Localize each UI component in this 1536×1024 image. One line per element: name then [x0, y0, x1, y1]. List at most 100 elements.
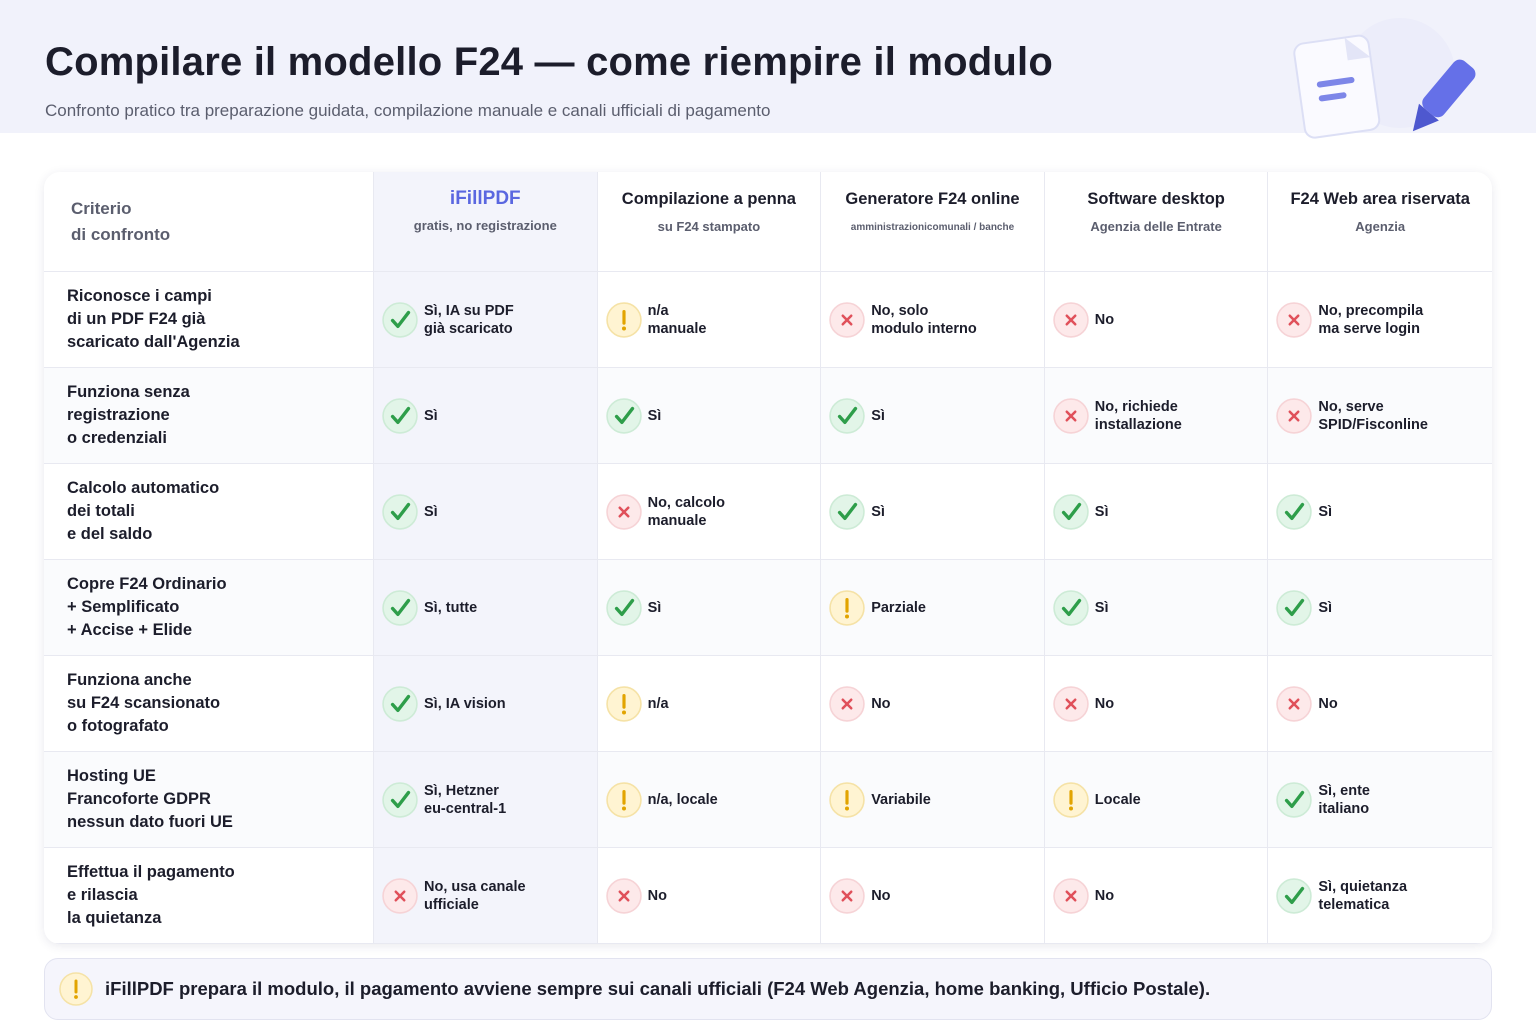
note: iFillPDF prepara il modulo, il pagamento… [44, 958, 1492, 1020]
cell-text: No, precompila ma serve login [1318, 302, 1424, 337]
cell-text: No [1094, 887, 1115, 904]
status-icon-partial [605, 685, 642, 722]
column-subtitle: gratis, no registrazione [413, 218, 557, 233]
column-name: iFillPDF [449, 188, 521, 209]
status-icon-yes [382, 397, 418, 434]
cell-value: No, serve SPID/Fisconline [1268, 368, 1492, 464]
cell-value: Locale [1044, 752, 1269, 848]
cell-value: No, solo modulo interno [821, 272, 1045, 368]
cell-text: Sì, ente italiano [1318, 782, 1370, 817]
cell-value: No, usa canale ufficiale [374, 848, 598, 944]
cell-text: Sì, IA su PDF già scaricato [424, 302, 514, 337]
cell-value: n/a [597, 656, 822, 752]
cell-value: No, precompila ma serve login [1268, 272, 1492, 368]
cell-text: Sì [871, 503, 885, 520]
cell-text: Sì, quietanza telematica [1318, 878, 1408, 913]
cell-value: No [1044, 848, 1269, 944]
cell-value: Sì, Hetzner eu-central-1 [374, 752, 598, 848]
cell-value: Sì [1044, 560, 1269, 656]
status-icon-yes [1053, 493, 1089, 530]
cell-text: Sì [1094, 503, 1109, 520]
cell-text: n/a, locale [647, 791, 718, 808]
cell-text: Sì [647, 599, 662, 616]
column-header: Software desktop Agenzia delle Entrate [1044, 172, 1269, 272]
column-name: Generatore F24 online [845, 190, 1020, 208]
status-icon-yes [382, 685, 418, 722]
status-icon-yes [1276, 781, 1313, 818]
cell-value: Sì [374, 368, 598, 464]
status-icon-no [829, 301, 865, 338]
cell-text: Sì, IA vision [424, 695, 506, 712]
column-subtitle: amministrazionicomunali / banche [850, 222, 1015, 233]
status-icon-no [382, 877, 418, 914]
cell-text: No [1318, 695, 1338, 712]
column-subtitle: su F24 stampato [657, 219, 761, 234]
cell-text: Sì [1318, 599, 1333, 616]
cell-text: No, solo modulo interno [871, 302, 977, 337]
cell-text: No, serve SPID/Fisconline [1318, 398, 1428, 433]
status-icon-no [1276, 397, 1313, 434]
cell-text: Parziale [871, 599, 927, 616]
column-header: iFillPDF gratis, no registrazione [374, 172, 598, 272]
status-icon-yes [605, 397, 642, 434]
cell-value: No [821, 848, 1045, 944]
cell-text: No, calcolo manuale [647, 494, 725, 529]
status-icon-no [1053, 397, 1089, 434]
column-header: Compilazione a penna su F24 stampato [597, 172, 822, 272]
cell-value: Sì [1268, 560, 1492, 656]
status-icon-no [1053, 877, 1089, 914]
status-icon-yes [382, 781, 418, 818]
cell-text: Sì, tutte [424, 599, 478, 616]
status-icon-partial [59, 972, 93, 1006]
column-name: Compilazione a penna [621, 190, 796, 208]
cell-value: No [821, 656, 1045, 752]
status-icon-no [605, 493, 642, 530]
cell-value: Sì, tutte [374, 560, 598, 656]
status-icon-partial [605, 301, 642, 338]
cell-text: No, richiede installazione [1094, 398, 1182, 433]
criterion: Funziona senza registrazione o credenzia… [44, 368, 374, 464]
cell-text: Sì [424, 503, 438, 520]
cell-text: Sì [1318, 503, 1333, 520]
status-icon-no [1276, 301, 1313, 338]
cell-value: No [1044, 656, 1269, 752]
status-icon-yes [605, 589, 642, 626]
cell-text: Sì, Hetzner eu-central-1 [424, 782, 507, 817]
status-icon-no [829, 685, 865, 722]
cell-text: No [1094, 695, 1115, 712]
cell-value: n/a, locale [597, 752, 822, 848]
cell-text: n/a manuale [647, 302, 707, 337]
cell-value: Sì, quietanza telematica [1268, 848, 1492, 944]
note-text: iFillPDF prepara il modulo, il pagamento… [105, 978, 1211, 999]
illustration [1293, 18, 1476, 139]
cell-value: No [1044, 272, 1269, 368]
cell-value: No, calcolo manuale [597, 464, 822, 560]
status-icon-yes [382, 493, 418, 530]
cell-text: No [647, 887, 667, 904]
cell-text: No, usa canale ufficiale [424, 878, 526, 913]
criterion: Riconosce i campi di un PDF F24 già scar… [44, 272, 374, 368]
status-icon-partial [1053, 781, 1089, 818]
criterion: Hosting UE Francoforte GDPR nessun dato … [44, 752, 374, 848]
column-name: Software desktop [1087, 190, 1225, 208]
criterion: Calcolo automatico dei totali e del sald… [44, 464, 374, 560]
cell-text: No [871, 695, 891, 712]
column-subtitle: Agenzia [1355, 219, 1406, 234]
cell-value: Sì [821, 464, 1045, 560]
header-band [0, 0, 1536, 133]
cell-value: Sì, ente italiano [1268, 752, 1492, 848]
cell-value: Sì [597, 560, 822, 656]
status-icon-no [1053, 301, 1089, 338]
status-icon-yes [382, 301, 418, 338]
status-icon-yes [829, 493, 865, 530]
status-icon-yes [1053, 589, 1089, 626]
cell-value: Sì, IA su PDF già scaricato [374, 272, 598, 368]
status-icon-no [829, 877, 865, 914]
corner-header: Criterio di confronto [44, 172, 374, 272]
cell-value: n/a manuale [597, 272, 822, 368]
cell-value: Sì [1044, 464, 1269, 560]
status-icon-yes [1276, 589, 1313, 626]
cell-text: No [1094, 311, 1115, 328]
cell-value: Sì, IA vision [374, 656, 598, 752]
cell-text: Variabile [871, 791, 931, 808]
